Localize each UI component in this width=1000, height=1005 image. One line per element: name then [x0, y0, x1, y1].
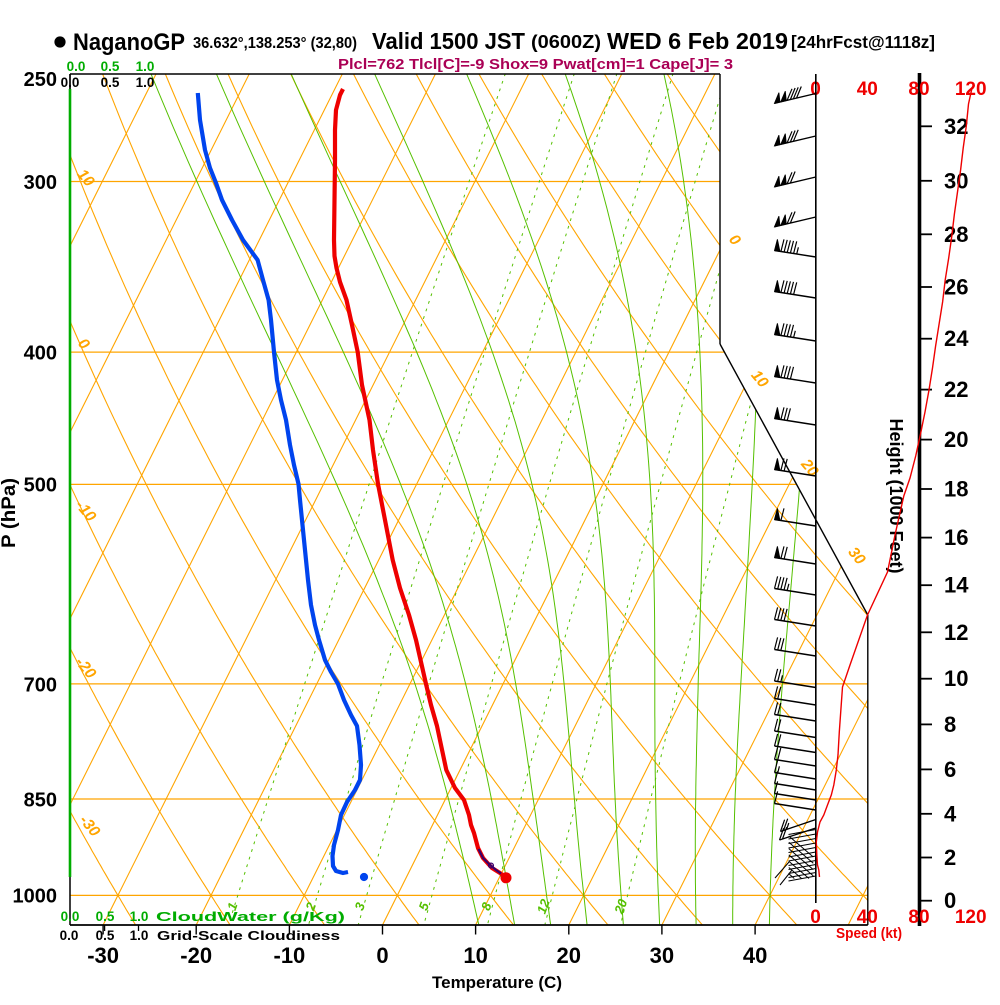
svg-text:250: 250	[24, 69, 57, 91]
svg-text:-30: -30	[87, 943, 119, 968]
svg-text:30: 30	[650, 943, 674, 968]
svg-text:40: 40	[743, 943, 767, 968]
svg-text:1.0: 1.0	[136, 75, 155, 90]
svg-text:WED 6 Feb 2019: WED 6 Feb 2019	[607, 28, 788, 54]
svg-text:1.0: 1.0	[130, 909, 149, 924]
svg-text:16: 16	[944, 525, 968, 550]
svg-text:120: 120	[955, 79, 987, 100]
svg-text:10: 10	[463, 943, 487, 968]
svg-text:850: 850	[24, 790, 57, 812]
svg-text:-10: -10	[274, 943, 306, 968]
svg-text:Valid 1500 JST: Valid 1500 JST	[372, 28, 525, 54]
svg-text:0: 0	[944, 888, 956, 913]
svg-text:0.5: 0.5	[96, 928, 115, 943]
svg-text:P (hPa): P (hPa)	[0, 478, 20, 548]
svg-text:1.0: 1.0	[130, 928, 149, 943]
svg-text:40: 40	[857, 79, 878, 100]
svg-text:14: 14	[944, 573, 969, 598]
svg-text:6: 6	[944, 757, 956, 782]
svg-text:80: 80	[908, 907, 929, 928]
svg-text:30: 30	[944, 168, 968, 193]
svg-text:0.5: 0.5	[101, 59, 120, 74]
svg-text:22: 22	[944, 377, 968, 402]
svg-text:Grid-Scale Cloudiness: Grid-Scale Cloudiness	[157, 928, 340, 943]
svg-text:0.0: 0.0	[61, 909, 80, 924]
svg-text:4: 4	[944, 801, 957, 826]
svg-text:1000: 1000	[13, 886, 58, 908]
svg-text:36.632°,138.253° (32,80): 36.632°,138.253° (32,80)	[193, 35, 357, 52]
svg-text:300: 300	[24, 172, 57, 194]
svg-text:28: 28	[944, 222, 968, 247]
svg-text:0.5: 0.5	[101, 75, 120, 90]
svg-text:18: 18	[944, 477, 968, 502]
svg-text:12: 12	[944, 620, 968, 645]
svg-text:20: 20	[611, 896, 631, 916]
svg-text:0.0: 0.0	[60, 928, 79, 943]
svg-text:Temperature (C): Temperature (C)	[432, 973, 562, 992]
svg-text:10: 10	[944, 666, 968, 691]
svg-text:80: 80	[908, 79, 929, 100]
svg-text:0.5: 0.5	[96, 909, 115, 924]
svg-text:8: 8	[944, 712, 956, 737]
svg-text:2: 2	[944, 845, 956, 870]
svg-text:NaganoGP: NaganoGP	[73, 29, 185, 56]
svg-text:0: 0	[376, 943, 388, 968]
svg-text:400: 400	[24, 343, 57, 365]
svg-text:500: 500	[24, 475, 57, 497]
svg-text:20: 20	[557, 943, 581, 968]
svg-text:24: 24	[944, 326, 969, 351]
svg-text:26: 26	[944, 275, 968, 300]
svg-text:Speed (kt): Speed (kt)	[836, 926, 902, 942]
svg-text:Plcl=762 Tlcl[C]=-9 Shox=9 Pwa: Plcl=762 Tlcl[C]=-9 Shox=9 Pwat[cm]=1 Ca…	[338, 56, 733, 73]
svg-text:700: 700	[24, 675, 57, 697]
svg-text:CloudWater (g/Kg): CloudWater (g/Kg)	[156, 909, 345, 924]
svg-text:0.0: 0.0	[67, 59, 86, 74]
svg-text:-20: -20	[180, 943, 212, 968]
svg-text:1: 1	[224, 900, 241, 912]
svg-text:1.0: 1.0	[136, 59, 155, 74]
svg-text:20: 20	[944, 427, 968, 452]
svg-text:[24hrFcst@1118z]: [24hrFcst@1118z]	[791, 32, 935, 52]
svg-text:(0600Z): (0600Z)	[531, 32, 601, 52]
svg-text:12: 12	[534, 896, 553, 915]
svg-text:120: 120	[955, 907, 987, 928]
svg-text:40: 40	[857, 907, 878, 928]
svg-text:Height (1000 Feet): Height (1000 Feet)	[886, 418, 906, 573]
svg-text:0: 0	[810, 907, 821, 928]
